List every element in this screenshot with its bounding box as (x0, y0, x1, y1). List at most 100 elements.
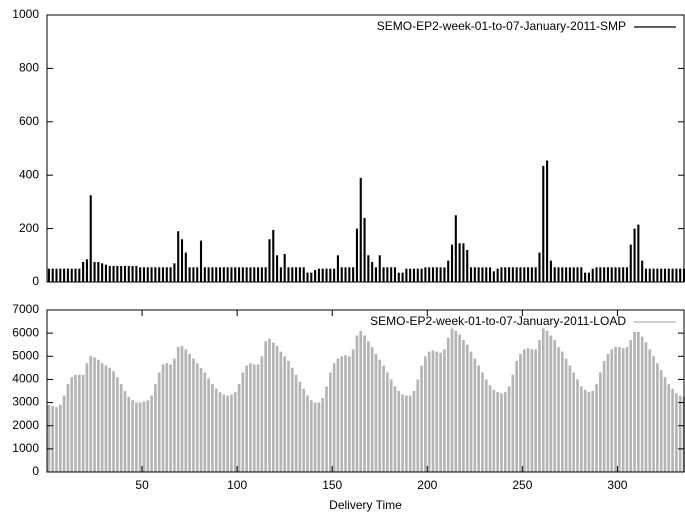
bar (496, 392, 499, 472)
bar (268, 338, 271, 472)
bar (629, 244, 632, 282)
bar (306, 272, 309, 282)
bar (63, 268, 66, 282)
bar (351, 349, 355, 472)
bar (538, 340, 541, 472)
bar (648, 268, 651, 282)
bar (81, 374, 85, 472)
bar (309, 400, 313, 472)
bar (519, 353, 522, 472)
bar (176, 347, 180, 472)
bar (142, 401, 146, 472)
bar (371, 261, 374, 282)
bar (169, 364, 172, 472)
bar (599, 267, 602, 282)
bar (279, 267, 282, 282)
bar (328, 372, 332, 472)
bar (367, 341, 370, 472)
bar (465, 344, 469, 472)
bar (70, 268, 73, 282)
x-tick-label: 200 (417, 478, 437, 492)
bar (397, 272, 400, 282)
bar (127, 396, 131, 472)
bar (416, 268, 419, 282)
bar (283, 356, 287, 472)
bar (192, 358, 195, 472)
bar (359, 177, 362, 282)
bar (446, 337, 450, 472)
bar (622, 267, 625, 282)
bar (340, 356, 344, 472)
bar (108, 265, 111, 282)
y-tick-label: 0 (32, 464, 39, 478)
bar (287, 360, 290, 472)
bar (58, 404, 62, 472)
plot-frame (46, 309, 685, 473)
bar (302, 267, 305, 282)
bar (599, 372, 602, 472)
bar (515, 267, 518, 282)
bar (180, 239, 184, 282)
bar (435, 267, 438, 282)
bar (443, 267, 446, 282)
bar (348, 356, 351, 472)
bar (606, 267, 609, 282)
bar (252, 364, 256, 472)
bar (363, 217, 366, 282)
bar (249, 363, 252, 472)
bar (226, 267, 229, 282)
bar (428, 267, 431, 282)
bar (462, 243, 465, 282)
bar (644, 268, 648, 282)
bar (207, 267, 210, 282)
legend-label: SEMO-EP2-week-01-to-07-January-2011-SMP (377, 19, 626, 33)
bar (546, 160, 549, 282)
bar (123, 391, 127, 472)
bar (310, 272, 313, 282)
bar (203, 267, 206, 282)
bar (591, 268, 594, 282)
bar (283, 253, 286, 282)
bar (595, 267, 598, 282)
bar (557, 347, 560, 472)
bar (119, 384, 123, 472)
bar (150, 267, 153, 282)
bar (116, 265, 119, 282)
bar (47, 268, 50, 282)
bar (618, 267, 621, 282)
y-tick-label: 6000 (12, 325, 39, 339)
bar (602, 360, 606, 472)
bar (576, 379, 579, 472)
bar (195, 363, 199, 472)
bar (154, 267, 157, 282)
bar (359, 330, 363, 472)
x-tick-label: 50 (135, 478, 149, 492)
bar (625, 267, 629, 282)
bar (534, 349, 538, 472)
bar (386, 267, 389, 282)
bar (363, 335, 366, 472)
bar (595, 384, 598, 472)
bar (237, 384, 241, 472)
bar (561, 267, 564, 282)
bar (298, 381, 302, 472)
plot-frame (46, 14, 685, 283)
bar (55, 407, 58, 472)
bar (439, 352, 442, 472)
bar (576, 267, 579, 282)
bar (51, 268, 54, 282)
bar (238, 267, 241, 282)
bar (203, 372, 207, 472)
y-tick-label: 7000 (12, 302, 39, 316)
bar (74, 374, 77, 472)
bar (579, 386, 583, 472)
bar (447, 260, 450, 282)
bar (165, 363, 169, 472)
bar (504, 267, 507, 282)
bar (260, 356, 264, 472)
bar (489, 267, 492, 282)
bar (409, 268, 412, 282)
bar (275, 345, 279, 472)
y-tick-label: 1000 (12, 441, 39, 455)
